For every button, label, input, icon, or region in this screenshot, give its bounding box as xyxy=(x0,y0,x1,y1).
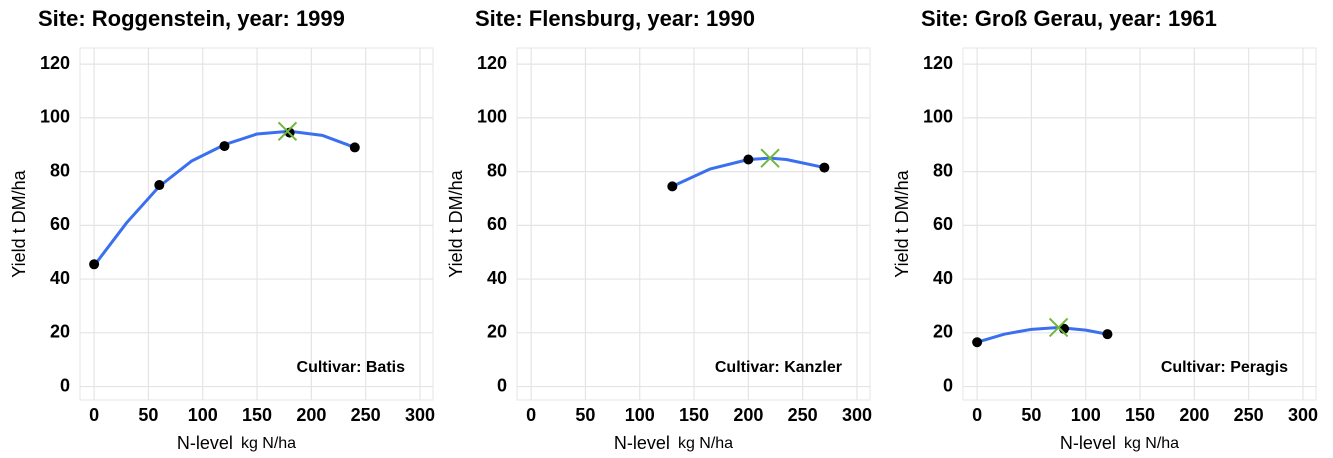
x-axis-label-main: N-level xyxy=(1060,433,1116,453)
y-tick-label: 20 xyxy=(933,322,953,342)
y-axis-label: Yield t DM/ha xyxy=(892,169,912,277)
annotation: Cultivar: Peragis xyxy=(1161,359,1288,376)
y-tick-label: 80 xyxy=(933,160,953,180)
data-point xyxy=(743,154,754,165)
y-tick-label: 80 xyxy=(50,160,70,180)
x-tick-label: 0 xyxy=(89,405,99,425)
x-tick-label: 50 xyxy=(575,405,595,425)
x-axis-label-unit: kg N/ha xyxy=(678,435,733,452)
y-tick-label: 100 xyxy=(923,107,953,127)
x-axis-label: N-level kg N/ha xyxy=(614,433,733,453)
x-axis-label: N-level kg N/ha xyxy=(177,433,296,453)
x-tick-label: 50 xyxy=(1021,405,1041,425)
y-tick-label: 0 xyxy=(497,375,507,395)
data-point xyxy=(89,259,100,270)
y-tick-label: 0 xyxy=(943,375,953,395)
y-tick-label: 60 xyxy=(933,214,953,234)
x-tick-label: 0 xyxy=(526,405,536,425)
x-tick-label: 100 xyxy=(625,405,655,425)
y-tick-label: 20 xyxy=(50,322,70,342)
y-tick-label: 0 xyxy=(60,375,70,395)
data-point xyxy=(219,141,230,152)
x-tick-label: 0 xyxy=(972,405,982,425)
panel: 0 50 100 150 200 250 300 0 20 40 60 80 100 120 Site: G… xyxy=(892,6,1318,453)
optimum-marker xyxy=(277,121,298,142)
panel: 0 50 100 150 200 250 300 0 20 40 60 80 100 120 Site: R… xyxy=(9,6,435,453)
fit-curve xyxy=(976,325,1108,344)
x-tick-label: 150 xyxy=(242,405,272,425)
x-tick-label: 200 xyxy=(296,405,326,425)
x-tick-label: 250 xyxy=(1234,405,1264,425)
fit-curve xyxy=(671,156,825,188)
optimum-marker xyxy=(1048,317,1069,338)
panel: 0 50 100 150 200 250 300 0 20 40 60 80 100 120 Site: F… xyxy=(446,6,872,453)
x-tick-label: 150 xyxy=(1125,405,1155,425)
x-tick-label: 50 xyxy=(138,405,158,425)
data-point xyxy=(667,181,678,192)
data-point xyxy=(972,337,983,348)
x-tick-label: 250 xyxy=(788,405,818,425)
x-tick-label: 300 xyxy=(842,405,872,425)
y-tick-label: 20 xyxy=(487,322,507,342)
y-tick-label: 80 xyxy=(487,160,507,180)
data-point xyxy=(349,142,360,153)
x-tick-label: 150 xyxy=(679,405,709,425)
data-point xyxy=(1102,329,1113,340)
annotation: Cultivar: Batis xyxy=(297,359,406,376)
y-tick-label: 120 xyxy=(40,53,70,73)
x-axis-label-unit: kg N/ha xyxy=(1124,435,1179,452)
x-axis-label: N-level kg N/ha xyxy=(1060,433,1179,453)
y-tick-label: 40 xyxy=(487,268,507,288)
y-tick-label: 60 xyxy=(487,214,507,234)
chart-title: Site: Groß Gerau, year: 1961 xyxy=(921,6,1217,31)
chart-title: Site: Flensburg, year: 1990 xyxy=(475,6,755,31)
x-tick-label: 200 xyxy=(1179,405,1209,425)
x-tick-label: 300 xyxy=(405,405,435,425)
y-tick-label: 120 xyxy=(477,53,507,73)
x-axis-label-main: N-level xyxy=(177,433,233,453)
data-point xyxy=(154,180,165,191)
y-axis-label: Yield t DM/ha xyxy=(9,169,29,277)
y-tick-label: 60 xyxy=(50,214,70,234)
y-tick-label: 40 xyxy=(933,268,953,288)
x-tick-label: 250 xyxy=(351,405,381,425)
x-tick-label: 200 xyxy=(733,405,763,425)
x-tick-label: 300 xyxy=(1288,405,1318,425)
y-tick-label: 100 xyxy=(477,107,507,127)
data-point xyxy=(819,162,830,173)
chart-title: Site: Roggenstein, year: 1999 xyxy=(38,6,345,31)
x-axis-label-unit: kg N/ha xyxy=(241,435,296,452)
x-tick-label: 100 xyxy=(1071,405,1101,425)
y-axis-label: Yield t DM/ha xyxy=(446,169,466,277)
x-axis-label-main: N-level xyxy=(614,433,670,453)
y-tick-label: 40 xyxy=(50,268,70,288)
annotation: Cultivar: Kanzler xyxy=(715,359,842,376)
optimum-marker xyxy=(760,148,780,168)
y-tick-label: 120 xyxy=(923,53,953,73)
y-tick-label: 100 xyxy=(40,107,70,127)
x-tick-label: 100 xyxy=(188,405,218,425)
